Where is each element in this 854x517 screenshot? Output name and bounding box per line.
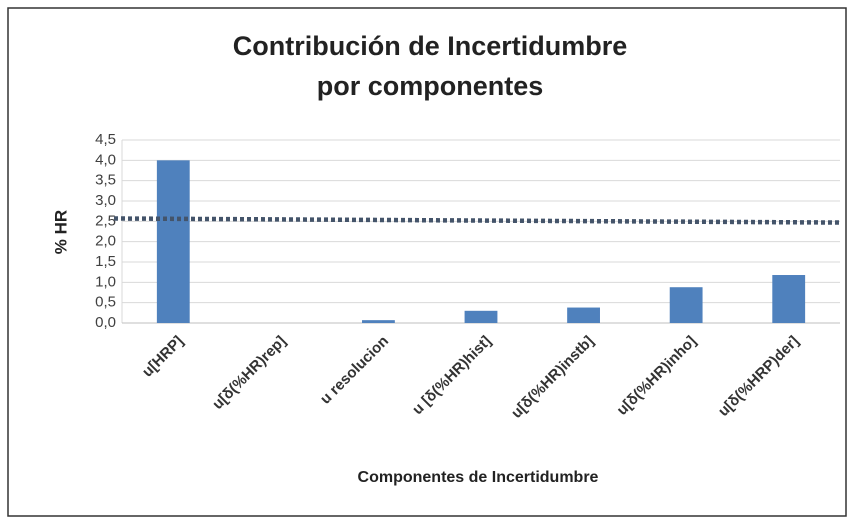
y-tick-label: 1,0 [95, 273, 116, 290]
y-tick-label: 3,0 [95, 192, 116, 209]
x-axis-title: Componentes de Incertidumbre [358, 469, 599, 486]
bar [464, 310, 498, 323]
y-tick-label: 2,5 [95, 212, 116, 229]
bar [669, 287, 703, 323]
y-tick-label: 2,0 [95, 233, 116, 250]
y-axis-title: % HR [51, 210, 70, 254]
chart-title: Contribución de Incertidumbre por compon… [232, 31, 628, 101]
bar [772, 275, 806, 323]
trendline [113, 216, 841, 225]
y-tick-label: 1,5 [95, 253, 116, 270]
y-tick-label: 4,5 [95, 131, 116, 148]
y-tick-label: 3,5 [95, 172, 116, 189]
y-tick-label: 0,5 [95, 294, 116, 311]
y-tick-label: 4,0 [95, 151, 116, 168]
bar [156, 160, 190, 323]
bar [567, 307, 600, 323]
y-tick-label: 0,0 [95, 314, 116, 331]
bar [362, 320, 395, 323]
